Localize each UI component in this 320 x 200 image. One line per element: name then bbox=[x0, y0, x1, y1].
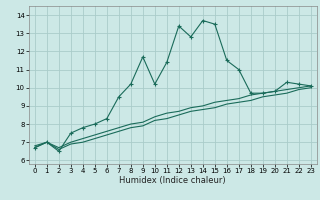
X-axis label: Humidex (Indice chaleur): Humidex (Indice chaleur) bbox=[119, 176, 226, 185]
